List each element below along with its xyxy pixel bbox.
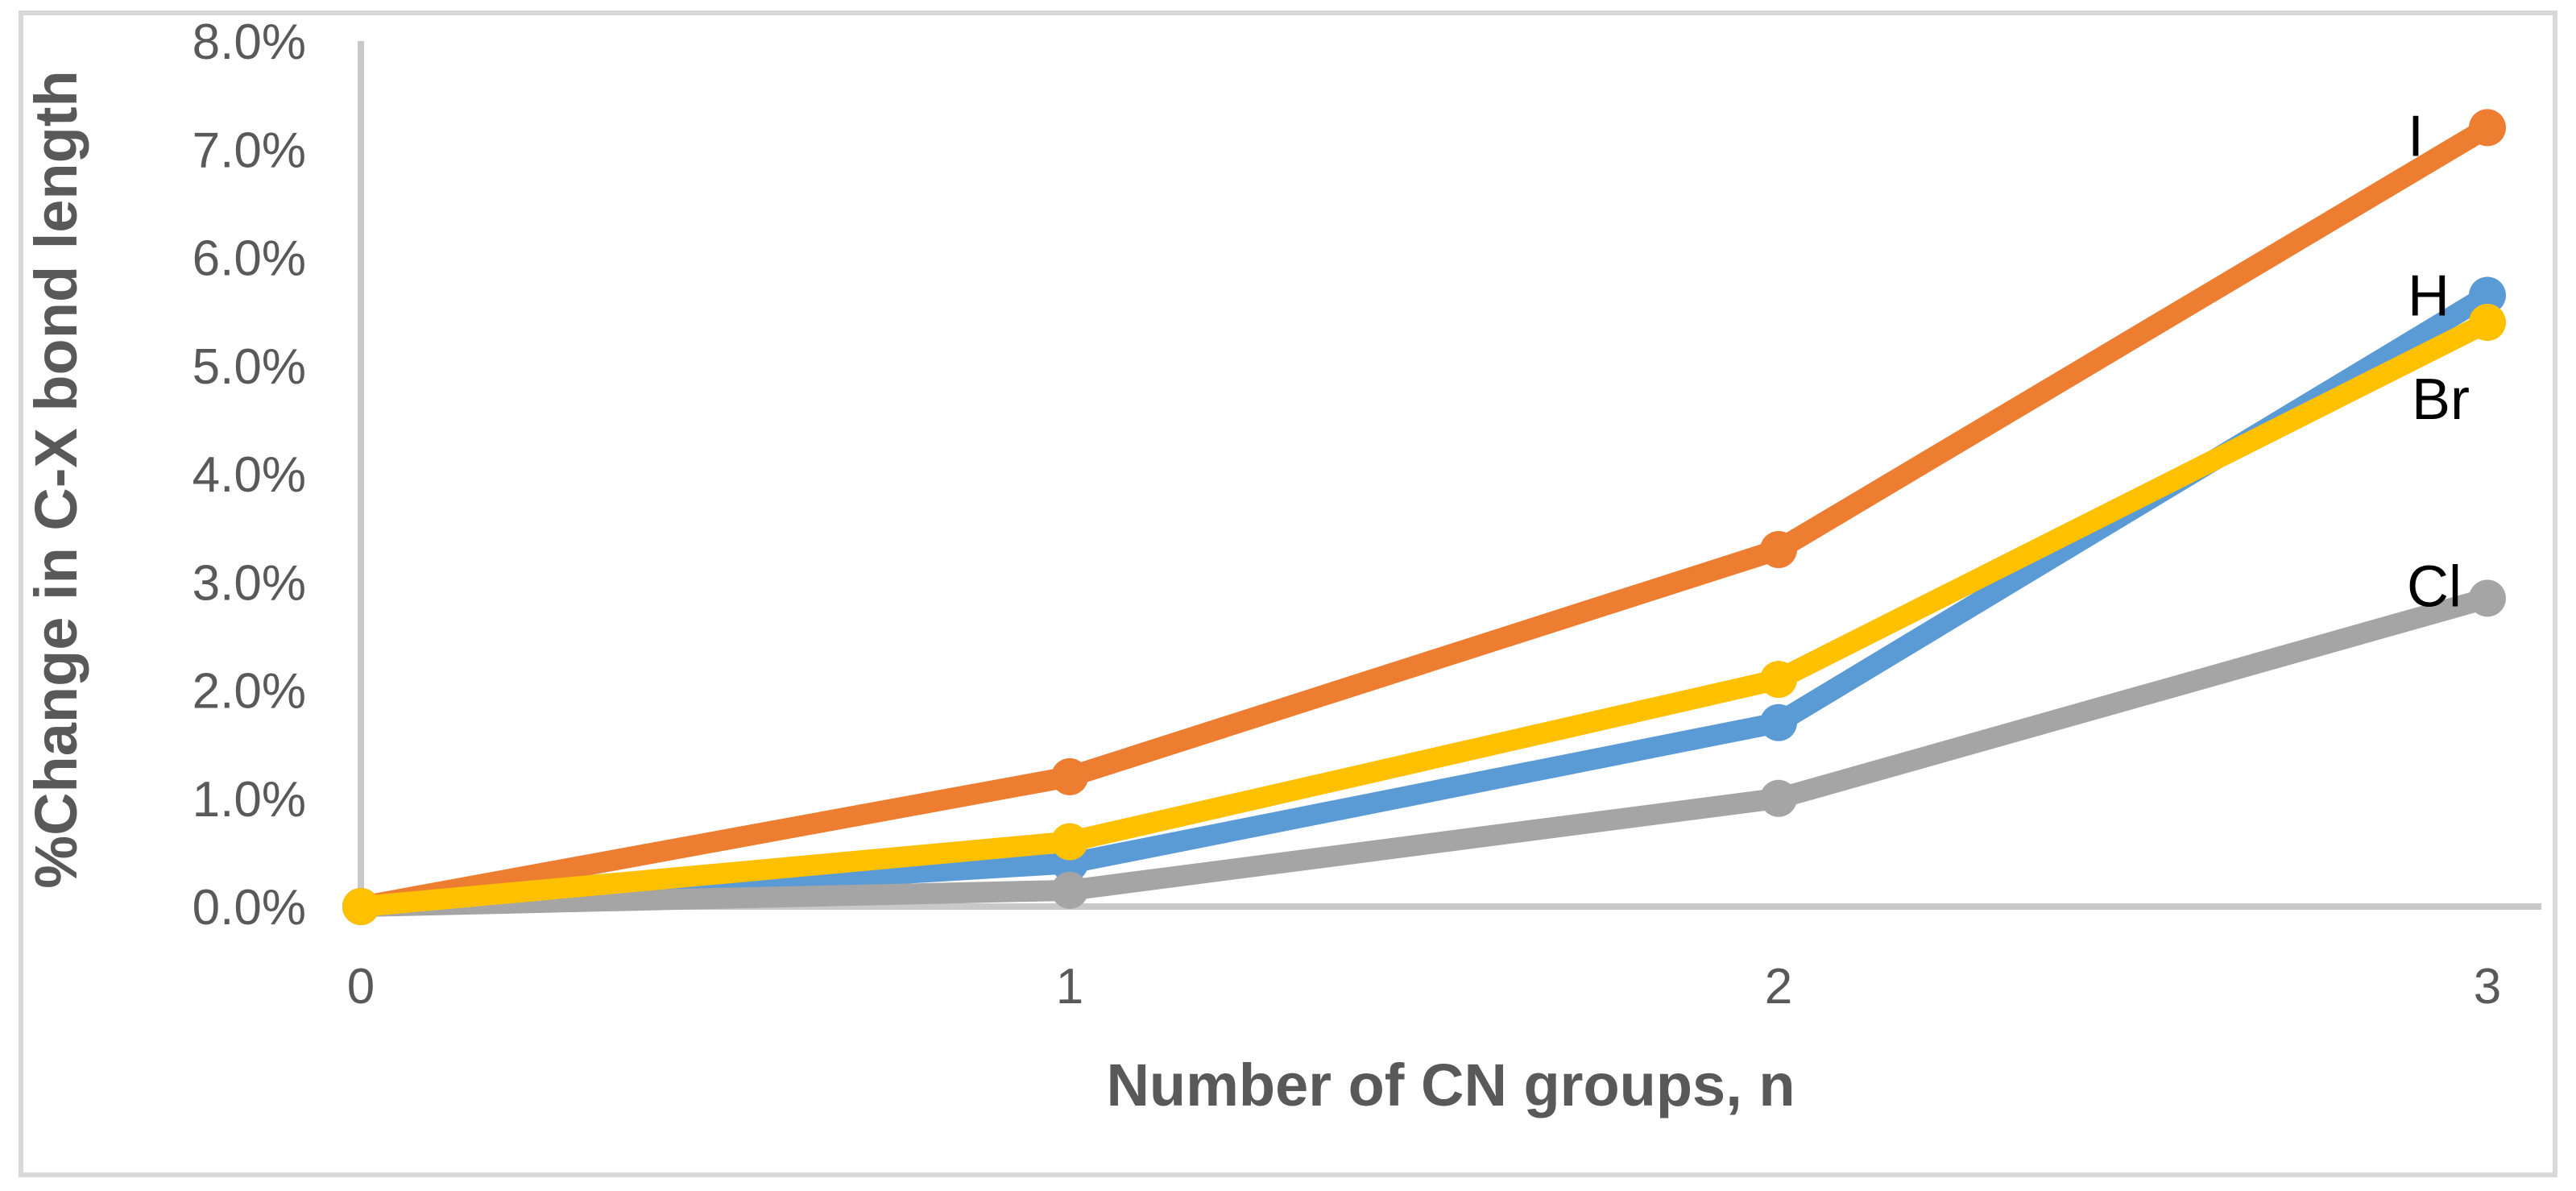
x-tick-label: 1 [1056, 959, 1083, 1015]
series-label-I: I [2408, 104, 2424, 168]
y-tick-label: 5.0% [193, 339, 306, 395]
x-tick-label: 2 [1765, 959, 1792, 1015]
series-line-I [350, 117, 2498, 917]
data-point-Cl-2 [1760, 779, 1797, 817]
data-point-Br-3 [2469, 304, 2506, 342]
data-point-Br-1 [1051, 823, 1088, 861]
data-point-Br-2 [1760, 661, 1797, 699]
data-point-H-3 [2469, 276, 2506, 314]
series-line-H [350, 284, 2498, 917]
figure-border [19, 10, 2557, 1177]
series-Br [342, 304, 2506, 925]
series-label-Br: Br [2412, 367, 2470, 432]
x-tick-label: 3 [2474, 959, 2501, 1015]
data-point-H-2 [1760, 703, 1797, 741]
data-point-Cl-3 [2469, 579, 2506, 617]
series-Cl [342, 579, 2506, 925]
y-tick-label: 6.0% [193, 231, 306, 287]
y-tick-label: 7.0% [193, 122, 306, 178]
x-tick-label: 0 [347, 959, 375, 1015]
y-axis-title: %Change in C-X bond length [23, 70, 89, 888]
data-point-I-3 [2469, 109, 2506, 147]
y-tick-label: 8.0% [193, 15, 306, 70]
series-label-Cl: Cl [2407, 554, 2462, 619]
y-tick-label: 3.0% [193, 555, 306, 611]
series-line-Cl [350, 587, 2498, 917]
series-label-H: H [2408, 264, 2450, 328]
data-point-Br-0 [342, 888, 379, 925]
data-point-Cl-1 [1051, 871, 1088, 909]
y-tick-label: 4.0% [193, 447, 306, 503]
data-point-I-2 [1760, 530, 1797, 568]
y-tick-label: 2.0% [193, 664, 306, 720]
data-point-I-1 [1051, 757, 1088, 795]
y-tick-label: 1.0% [193, 772, 306, 828]
series-line-Br [350, 312, 2498, 917]
x-axis-title: Number of CN groups, n [1106, 1052, 1795, 1118]
y-tick-label: 0.0% [193, 880, 306, 936]
series-H [342, 276, 2506, 925]
